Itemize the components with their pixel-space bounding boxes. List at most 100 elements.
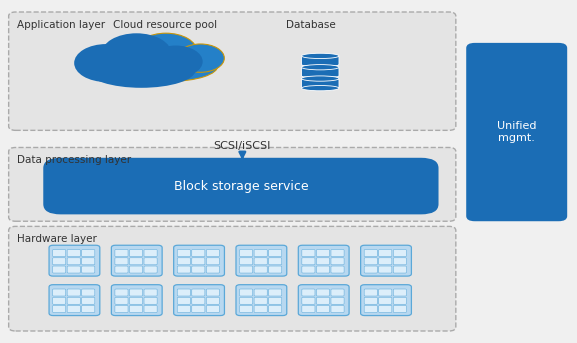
Text: Block storage service: Block storage service — [174, 180, 308, 192]
FancyBboxPatch shape — [364, 258, 377, 265]
FancyBboxPatch shape — [301, 79, 339, 88]
FancyBboxPatch shape — [361, 245, 411, 276]
FancyBboxPatch shape — [316, 289, 329, 296]
FancyBboxPatch shape — [115, 289, 128, 296]
FancyBboxPatch shape — [192, 250, 205, 257]
FancyBboxPatch shape — [177, 297, 190, 304]
FancyBboxPatch shape — [331, 250, 344, 257]
FancyBboxPatch shape — [239, 297, 253, 304]
FancyBboxPatch shape — [177, 266, 190, 273]
FancyBboxPatch shape — [316, 266, 329, 273]
FancyBboxPatch shape — [364, 306, 377, 312]
FancyBboxPatch shape — [364, 250, 377, 257]
FancyBboxPatch shape — [53, 297, 66, 304]
FancyBboxPatch shape — [207, 297, 219, 304]
FancyBboxPatch shape — [301, 67, 339, 77]
FancyBboxPatch shape — [43, 158, 439, 214]
FancyBboxPatch shape — [177, 258, 190, 265]
FancyBboxPatch shape — [379, 297, 392, 304]
FancyBboxPatch shape — [316, 250, 329, 257]
FancyBboxPatch shape — [67, 289, 80, 296]
FancyBboxPatch shape — [144, 297, 157, 304]
FancyBboxPatch shape — [192, 258, 205, 265]
FancyBboxPatch shape — [269, 250, 282, 257]
FancyBboxPatch shape — [239, 306, 253, 312]
FancyBboxPatch shape — [298, 245, 349, 276]
FancyBboxPatch shape — [379, 258, 392, 265]
FancyBboxPatch shape — [331, 266, 344, 273]
FancyBboxPatch shape — [53, 306, 66, 312]
FancyBboxPatch shape — [269, 266, 282, 273]
Text: Application layer: Application layer — [17, 20, 106, 29]
FancyBboxPatch shape — [364, 266, 377, 273]
FancyBboxPatch shape — [301, 56, 339, 66]
FancyBboxPatch shape — [144, 289, 157, 296]
FancyBboxPatch shape — [129, 250, 143, 257]
FancyBboxPatch shape — [67, 266, 80, 273]
FancyBboxPatch shape — [207, 289, 219, 296]
Ellipse shape — [301, 64, 339, 70]
Ellipse shape — [301, 53, 339, 59]
Circle shape — [74, 44, 138, 82]
Circle shape — [134, 33, 197, 70]
Ellipse shape — [88, 53, 195, 88]
FancyBboxPatch shape — [192, 266, 205, 273]
FancyBboxPatch shape — [394, 250, 406, 257]
FancyBboxPatch shape — [316, 258, 329, 265]
FancyBboxPatch shape — [254, 258, 267, 265]
FancyBboxPatch shape — [82, 250, 95, 257]
FancyBboxPatch shape — [331, 258, 344, 265]
FancyBboxPatch shape — [298, 285, 349, 316]
FancyBboxPatch shape — [269, 306, 282, 312]
Ellipse shape — [301, 76, 339, 81]
FancyBboxPatch shape — [394, 266, 406, 273]
FancyBboxPatch shape — [192, 297, 205, 304]
Text: Data processing layer: Data processing layer — [17, 155, 132, 165]
FancyBboxPatch shape — [254, 250, 267, 257]
FancyBboxPatch shape — [177, 289, 190, 296]
Ellipse shape — [301, 85, 339, 91]
FancyBboxPatch shape — [254, 289, 267, 296]
FancyBboxPatch shape — [53, 289, 66, 296]
FancyBboxPatch shape — [144, 250, 157, 257]
FancyBboxPatch shape — [82, 289, 95, 296]
FancyBboxPatch shape — [177, 250, 190, 257]
FancyBboxPatch shape — [331, 297, 344, 304]
FancyBboxPatch shape — [115, 297, 128, 304]
Circle shape — [149, 46, 203, 78]
FancyBboxPatch shape — [129, 297, 143, 304]
FancyBboxPatch shape — [254, 297, 267, 304]
FancyBboxPatch shape — [53, 266, 66, 273]
FancyBboxPatch shape — [144, 258, 157, 265]
FancyBboxPatch shape — [49, 245, 100, 276]
FancyBboxPatch shape — [239, 258, 253, 265]
FancyBboxPatch shape — [53, 258, 66, 265]
FancyBboxPatch shape — [192, 306, 205, 312]
FancyBboxPatch shape — [67, 297, 80, 304]
FancyBboxPatch shape — [302, 289, 315, 296]
FancyBboxPatch shape — [394, 306, 406, 312]
FancyBboxPatch shape — [144, 266, 157, 273]
FancyBboxPatch shape — [144, 306, 157, 312]
FancyBboxPatch shape — [364, 289, 377, 296]
FancyBboxPatch shape — [394, 289, 406, 296]
FancyBboxPatch shape — [9, 147, 456, 221]
FancyBboxPatch shape — [254, 266, 267, 273]
Text: Database: Database — [286, 20, 335, 29]
FancyBboxPatch shape — [174, 245, 224, 276]
FancyBboxPatch shape — [364, 297, 377, 304]
FancyBboxPatch shape — [207, 250, 219, 257]
Circle shape — [101, 33, 172, 75]
FancyBboxPatch shape — [129, 266, 143, 273]
FancyBboxPatch shape — [361, 285, 411, 316]
FancyBboxPatch shape — [316, 306, 329, 312]
FancyBboxPatch shape — [394, 258, 406, 265]
Circle shape — [111, 43, 167, 76]
FancyBboxPatch shape — [379, 266, 392, 273]
FancyBboxPatch shape — [129, 289, 143, 296]
FancyBboxPatch shape — [239, 250, 253, 257]
FancyBboxPatch shape — [379, 289, 392, 296]
FancyBboxPatch shape — [302, 250, 315, 257]
FancyBboxPatch shape — [82, 258, 95, 265]
Circle shape — [177, 44, 224, 72]
